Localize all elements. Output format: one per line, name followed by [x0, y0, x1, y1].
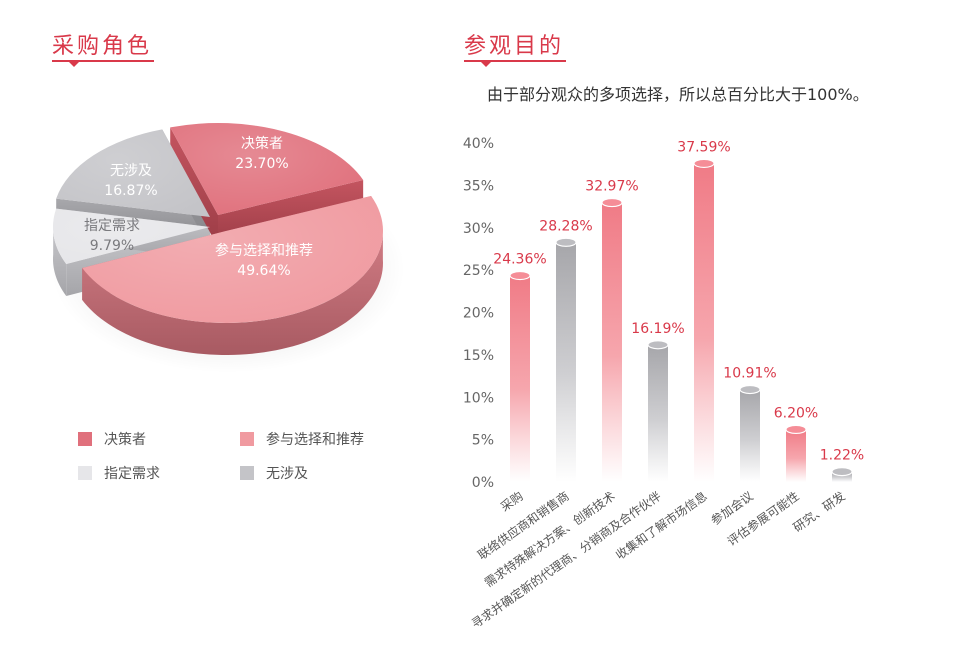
pie-slice-value: 49.64%	[237, 263, 290, 279]
bar	[509, 270, 531, 482]
pie-title-underline	[52, 60, 154, 62]
y-tick-label: 40%	[463, 136, 494, 152]
pie-slice-shine	[52, 208, 210, 264]
pie-slice-value: 16.87%	[104, 183, 157, 199]
x-category-label: 收集和了解市场信息	[613, 488, 710, 562]
bar	[647, 340, 669, 482]
y-tick-label: 15%	[463, 348, 494, 364]
bar	[831, 467, 853, 482]
legend-item-decision-maker: 决策者	[78, 429, 146, 449]
bar	[693, 158, 715, 482]
bar-value-label: 28.28%	[539, 218, 592, 234]
x-category-label: 需求特殊解决方案、创新技术	[481, 488, 617, 590]
pie-title-notch	[69, 62, 79, 67]
bar-value-label: 1.22%	[820, 448, 864, 464]
pie-slice-label: 参与选择和推荐	[215, 242, 313, 259]
bar-title-notch	[481, 62, 491, 67]
bar-value-label: 16.19%	[631, 321, 684, 337]
y-tick-label: 30%	[463, 221, 494, 237]
y-tick-label: 25%	[463, 263, 494, 279]
bar	[601, 197, 623, 482]
bar-value-label: 10.91%	[723, 366, 776, 382]
pie-slice-value: 9.79%	[90, 238, 134, 254]
x-category-label: 联络供应商和销售商	[475, 488, 572, 562]
legend-swatch	[240, 432, 254, 446]
legend-label: 决策者	[104, 432, 146, 448]
pie-slice-shine	[170, 123, 364, 215]
pie-slice-label: 无涉及	[110, 163, 152, 179]
bar	[785, 424, 807, 482]
x-category-label: 采购	[497, 488, 525, 514]
pie-slice-shine	[82, 195, 384, 324]
legend-item-specify: 指定需求	[78, 463, 160, 483]
legend-swatch	[78, 432, 92, 446]
bar	[555, 237, 577, 482]
y-tick-label: 5%	[472, 433, 494, 449]
bar-value-label: 37.59%	[677, 139, 730, 155]
legend-swatch	[240, 466, 254, 480]
y-tick-label: 0%	[472, 475, 494, 491]
bar-value-label: 32.97%	[585, 179, 638, 195]
legend-label: 指定需求	[104, 466, 160, 482]
bar-value-label: 6.20%	[774, 405, 818, 421]
bar-title-underline	[464, 60, 566, 62]
legend-label: 无涉及	[266, 466, 308, 482]
bar	[739, 384, 761, 482]
legend-item-none: 无涉及	[240, 463, 308, 483]
pie-slice-value: 23.70%	[235, 156, 288, 172]
y-tick-label: 20%	[463, 306, 494, 322]
pie-section-title: 采购角色	[52, 34, 153, 59]
bar-value-label: 24.36%	[493, 252, 546, 268]
y-tick-label: 35%	[463, 178, 494, 194]
x-category-label: 评估参展可能性	[724, 488, 801, 548]
x-category-label: 研究、研发	[790, 488, 848, 535]
pie-slice-label: 决策者	[241, 135, 283, 152]
pie-slice-shine	[56, 129, 211, 217]
bar-chart-subtitle: 由于部分观众的多项选择，所以总百分比大于100%。	[487, 85, 869, 104]
x-category-label: 寻求并确定新的代理商、分销商及合作伙伴	[468, 488, 663, 631]
pie-slice-label: 指定需求	[84, 218, 140, 234]
legend-item-participate: 参与选择和推荐	[240, 429, 364, 449]
pie-chart: 决策者 23.70% 参与选择和推荐 49.64% 指定需求 9.79% 无涉及 16.87%	[51, 123, 405, 373]
y-tick-label: 10%	[463, 390, 494, 406]
legend-swatch	[78, 466, 92, 480]
legend-label: 参与选择和推荐	[266, 432, 364, 448]
x-category-label: 参加会议	[708, 488, 756, 528]
bar-section-title: 参观目的	[464, 34, 565, 59]
